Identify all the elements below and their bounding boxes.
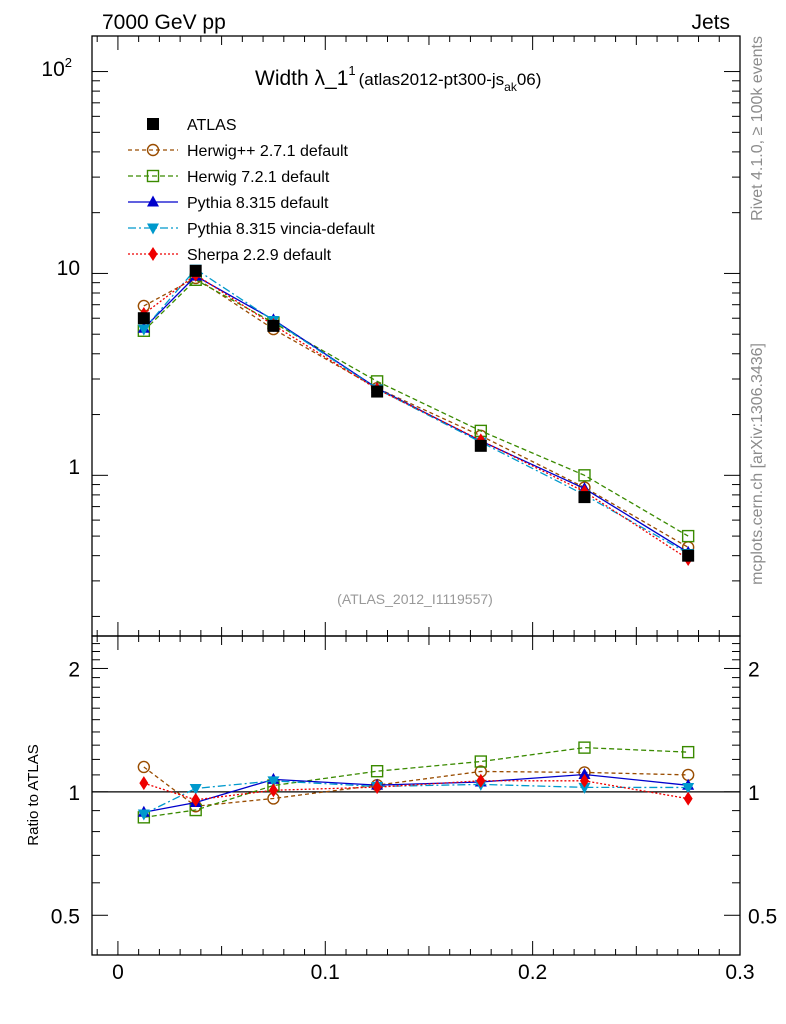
- xtick-label: 0: [112, 961, 124, 984]
- legend-marker-sherpa-2-2-9-default: [148, 247, 158, 261]
- series-line-pythia-8-315-vincia-default: [143, 268, 689, 555]
- xtick-label: 0.3: [725, 961, 754, 984]
- ratio-line-pythia-8-315-vincia-default: [143, 780, 689, 815]
- point-herwig-7-2-1-default: [578, 469, 591, 482]
- title-subscript: ak: [504, 80, 518, 94]
- rivet-label: Rivet 4.1.0, ≥ 100k events: [749, 36, 766, 221]
- ratio-point-sherpa-2-2-9-default: [268, 783, 278, 798]
- ytick-label-100: 102: [41, 55, 72, 81]
- xtick-label: 0.1: [311, 961, 340, 984]
- ratio-point-sherpa-2-2-9-default: [191, 792, 201, 807]
- series-line-sherpa-2-2-9-default: [143, 273, 689, 560]
- ratio-point-sherpa-2-2-9-default: [683, 791, 693, 806]
- ratio-point-pythia-8-315-vincia-default: [682, 782, 695, 794]
- legend-label-sherpa-2-2-9-default: Sherpa 2.2.9 default: [187, 247, 332, 264]
- ytick-100-base: 10: [41, 58, 64, 81]
- point-atlas: [267, 319, 280, 332]
- legend-label-atlas: ATLAS: [187, 117, 237, 134]
- title-paren-open: (atlas2012-pt300-js: [359, 70, 505, 89]
- ratio-frame: [91, 635, 741, 956]
- point-herwig-7-2-1-default: [681, 529, 695, 543]
- legend-label-herwig-2-7-1-default: Herwig++ 2.7.1 default: [187, 143, 349, 160]
- ratio-point-herwig-7-2-1-default: [578, 741, 591, 754]
- ytick-label-1: 1: [68, 456, 80, 479]
- main-series: [137, 264, 695, 567]
- ratio-point-sherpa-2-2-9-default: [579, 773, 589, 788]
- series-line-herwig-2-7-1-default: [143, 277, 689, 548]
- legend: ATLAS Herwig++ 2.7.1 default Herwig 7.2.1 …: [128, 117, 375, 264]
- ratio-ytick-label-right: 0.5: [748, 905, 777, 928]
- ratio-point-pythia-8-315-vincia-default: [137, 809, 150, 821]
- series-line-pythia-8-315-default: [143, 275, 689, 553]
- legend-label-pythia-8-315-vincia-default: Pythia 8.315 vincia-default: [187, 221, 375, 238]
- ratio-ytick-label-right: 2: [748, 658, 760, 681]
- legend-label-pythia-8-315-default: Pythia 8.315 default: [187, 195, 329, 212]
- chart-title: Width λ_11 (atlas2012-pt300-jsak06): [255, 63, 541, 94]
- ratio-point-herwig-7-2-1-default: [370, 765, 384, 778]
- point-atlas: [137, 312, 150, 325]
- point-atlas: [578, 491, 591, 504]
- legend-marker-herwig-7-2-1-default: [146, 169, 160, 183]
- legend-marker-atlas: [147, 118, 159, 130]
- xtick-label: 0.2: [518, 961, 547, 984]
- header-right: Jets: [691, 11, 730, 34]
- ratio-series: [137, 741, 695, 824]
- watermark: (ATLAS_2012_I1119557): [337, 591, 493, 607]
- mcplots-label: mcplots.cern.ch [arXiv:1306.3436]: [749, 343, 766, 585]
- ytick-label-10: 10: [57, 257, 80, 280]
- ytick-100-exp: 2: [65, 55, 72, 70]
- point-atlas: [682, 549, 695, 562]
- ratio-point-sherpa-2-2-9-default: [139, 776, 149, 791]
- ratio-point-herwig-2-7-1-default: [137, 760, 151, 774]
- legend-marker-pythia-8-315-vincia-default: [147, 223, 159, 235]
- ratio-ytick-label: 0.5: [51, 905, 80, 928]
- point-atlas: [371, 385, 384, 398]
- ratio-point-sherpa-2-2-9-default: [372, 780, 382, 795]
- ratio-ylabel: Ratio to ATLAS: [25, 744, 42, 845]
- point-atlas: [474, 439, 487, 452]
- point-pythia-8-315-vincia-default: [137, 324, 150, 336]
- ratio-line-herwig-7-2-1-default: [143, 746, 689, 818]
- legend-marker-pythia-8-315-default: [147, 195, 159, 207]
- header-left: 7000 GeV pp: [102, 11, 226, 34]
- title-prefix: Width λ_1: [255, 67, 348, 90]
- ratio-axes: 0 0.1 0.2 0.3 0.5 0.5 1 1 2 2: [51, 635, 777, 984]
- ratio-line-pythia-8-315-default: [143, 773, 689, 813]
- ratio-ytick-label-right: 1: [748, 782, 760, 805]
- labels: 7000 GeV pp Jets Width λ_11 (atlas2012-pt…: [25, 11, 766, 846]
- ratio-ytick-label: 2: [68, 658, 80, 681]
- ratio-point-herwig-7-2-1-default: [474, 755, 487, 768]
- title-superscript: 1: [348, 63, 355, 78]
- ratio-ytick-label: 1: [68, 782, 80, 805]
- legend-marker-herwig-2-7-1-default: [146, 143, 160, 157]
- title-paren-close: 06): [517, 70, 542, 89]
- legend-label-herwig-7-2-1-default: Herwig 7.2.1 default: [187, 169, 330, 186]
- ratio-point-pythia-8-315-vincia-default: [189, 783, 202, 795]
- ratio-point-pythia-8-315-vincia-default: [267, 776, 280, 788]
- ratio-point-pythia-8-315-vincia-default: [578, 782, 591, 794]
- ratio-point-sherpa-2-2-9-default: [476, 773, 486, 788]
- ratio-point-pythia-8-315-default: [578, 767, 591, 779]
- ratio-point-herwig-7-2-1-default: [681, 745, 695, 759]
- point-atlas: [189, 264, 202, 277]
